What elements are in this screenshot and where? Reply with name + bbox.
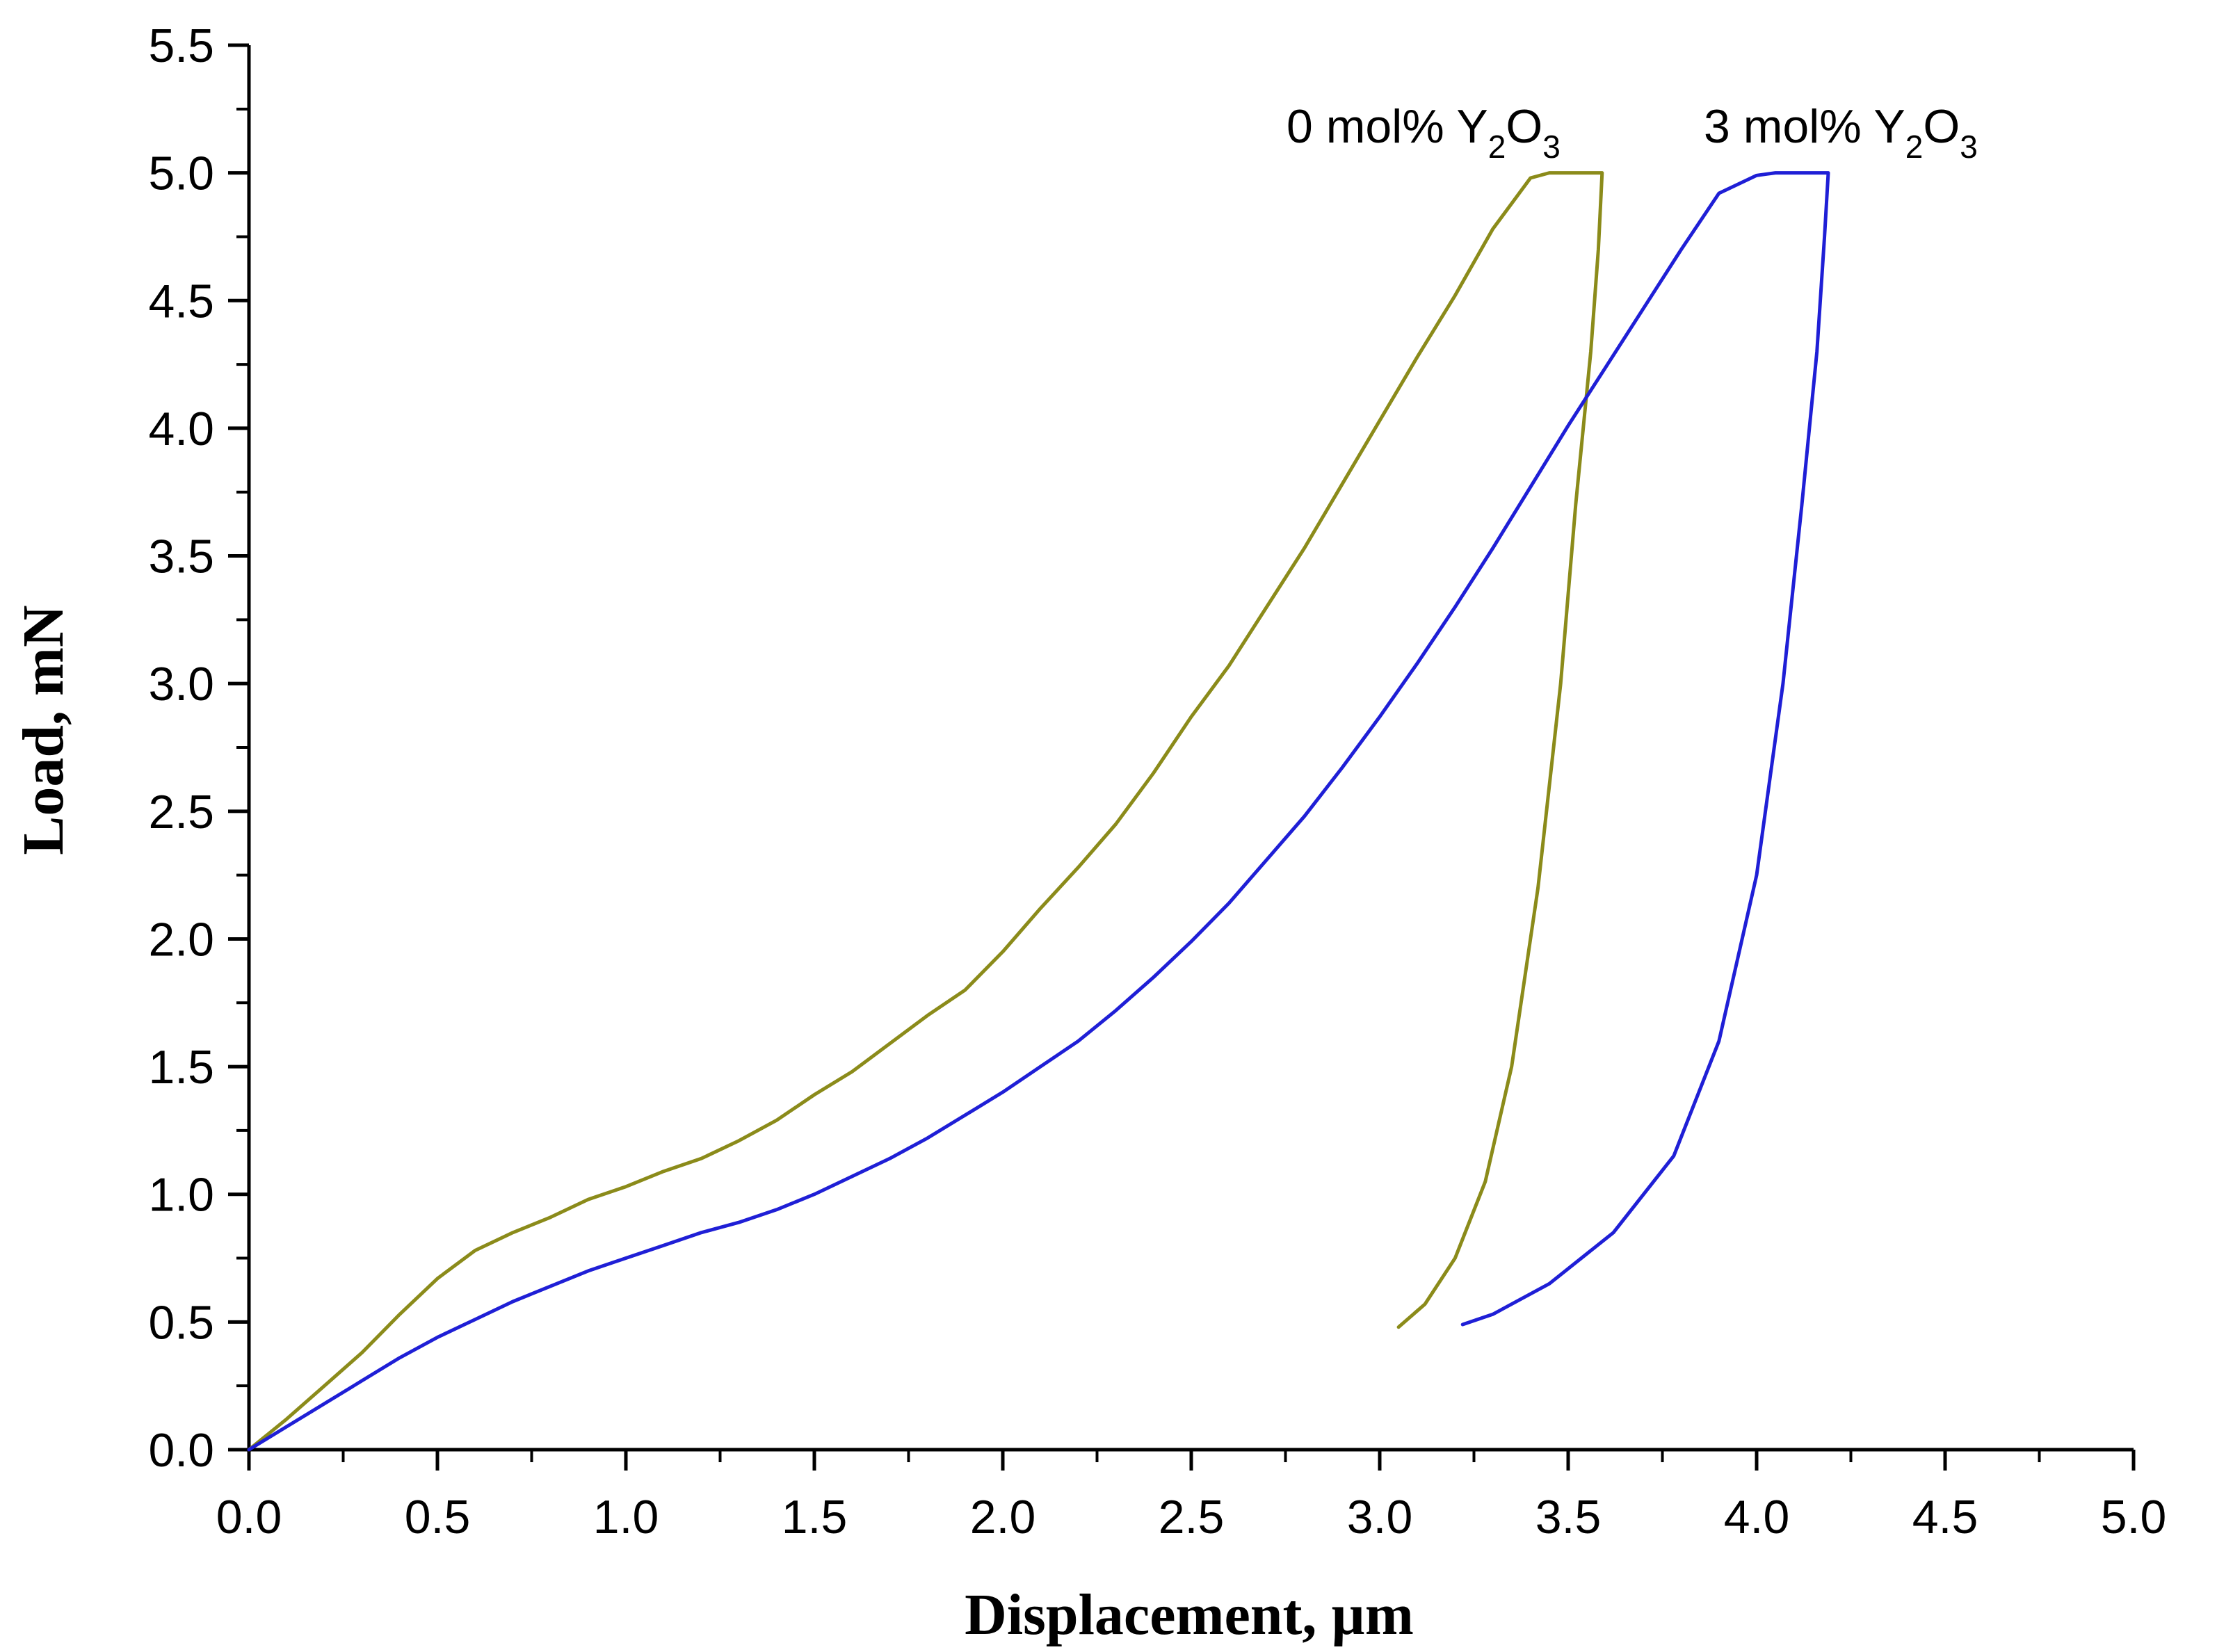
y-axis-ticks: 0.0 0.5 1.0 1.5 2.0 2.5 3.0 3.5 4.0 4.5 5.0 5.5 [148, 19, 249, 1477]
x-axis-title: Displacement, µm [965, 1582, 1414, 1647]
x-tick-label: 4.0 [1724, 1491, 1790, 1544]
y-tick-label: 5.5 [148, 19, 214, 72]
series-label-0mol: 0 mol% Y2O3 [1287, 100, 1561, 165]
x-tick-label: 4.5 [1912, 1491, 1978, 1544]
series-line-0mol [247, 171, 1604, 1452]
y-tick-label: 0.0 [148, 1424, 214, 1477]
y-tick-label: 5.0 [148, 147, 214, 200]
x-tick-label: 2.5 [1159, 1491, 1225, 1544]
y-tick-label: 1.0 [148, 1169, 214, 1222]
y-tick-label: 0.5 [148, 1296, 214, 1349]
y-tick-label: 3.5 [148, 531, 214, 583]
x-tick-label: 1.0 [593, 1491, 659, 1544]
x-tick-label: 5.0 [2101, 1491, 2167, 1544]
y-tick-label: 1.5 [148, 1041, 214, 1094]
axes [247, 45, 2134, 1452]
series-group [247, 171, 1830, 1452]
y-tick-label: 3.0 [148, 658, 214, 711]
series-label-3mol: 3 mol% Y2O3 [1704, 100, 1978, 165]
x-tick-label: 1.5 [782, 1491, 848, 1544]
x-axis-ticks: 0.0 0.5 1.0 1.5 2.0 2.5 3.0 3.5 4.0 4.5 5.0 [216, 1450, 2167, 1544]
x-tick-label: 0.0 [216, 1491, 282, 1544]
y-tick-label: 4.5 [148, 275, 214, 327]
y-tick-label: 2.5 [148, 786, 214, 839]
y-tick-label: 2.0 [148, 913, 214, 966]
y-axis-title: Load, mN [11, 605, 76, 855]
x-tick-label: 0.5 [405, 1491, 471, 1544]
x-tick-label: 3.5 [1535, 1491, 1602, 1544]
series-line-3mol [247, 171, 1830, 1452]
x-tick-label: 3.0 [1347, 1491, 1413, 1544]
y-tick-label: 4.0 [148, 403, 214, 455]
x-tick-label: 2.0 [970, 1491, 1036, 1544]
